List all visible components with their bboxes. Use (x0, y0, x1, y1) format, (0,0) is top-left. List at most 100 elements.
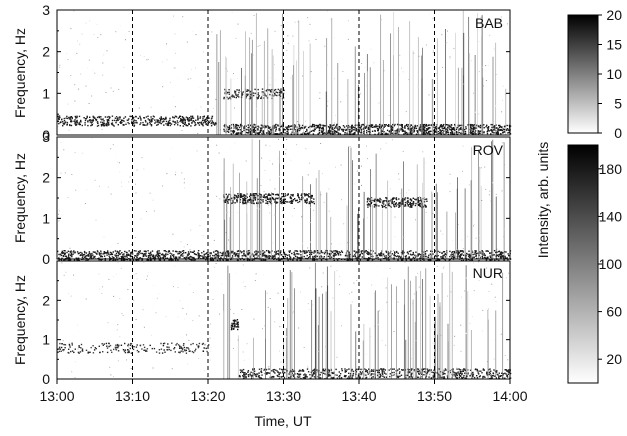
spectro-pixel-bab-1 (395, 132, 397, 135)
spectro-pixel-nur-2 (273, 368, 275, 371)
spectro-pixel-rov-1 (249, 199, 252, 201)
spectro-pixel-rov-0 (67, 250, 70, 252)
spectro-pixel-rov-0 (231, 250, 233, 253)
spectro-pixel-bab-1 (439, 129, 441, 132)
spectro-noise-rov (186, 244, 188, 246)
spectro-pixel-nur-2 (309, 377, 311, 379)
spectro-pixel-rov-0 (384, 257, 386, 259)
spectro-pixel-bab-1 (442, 127, 444, 130)
spectro-pixel-bab-0 (125, 123, 127, 125)
spectro-noise-bab (364, 123, 366, 125)
spectro-pixel-bab-1 (498, 124, 501, 127)
spectro-pixel-bab-1 (430, 124, 432, 127)
spectro-pixel-rov-0 (246, 252, 248, 255)
spectro-pixel-bab-1 (470, 132, 472, 134)
spectro-pixel-rov-0 (296, 253, 298, 255)
spectro-pixel-bab-1 (456, 126, 458, 129)
spectro-pixel-rov-0 (144, 254, 147, 256)
spectro-pixel-bab-1 (498, 126, 501, 129)
spectro-pixel-rov-1 (277, 197, 279, 200)
spectro-pixel-bab-0 (157, 119, 159, 121)
spectro-pixel-bab-1 (296, 133, 299, 135)
spectro-noise-rov (84, 203, 86, 204)
spectro-pixel-nur-0 (71, 342, 73, 344)
spectro-noise-bab (326, 10, 328, 12)
spectro-pixel-bab-1 (287, 132, 289, 134)
spectro-noise-rov (495, 193, 497, 195)
spectro-pixel-rov-0 (394, 251, 396, 253)
spectro-noise-bab (292, 35, 294, 37)
spectro-noise-bab (78, 88, 80, 90)
spectro-pixel-rov-0 (288, 254, 290, 256)
spectro-pixel-nur-2 (306, 376, 308, 378)
spectro-pixel-rov-0 (473, 256, 475, 258)
spectro-pixel-bab-1 (278, 128, 280, 130)
spectro-pixel-rov-0 (73, 250, 75, 252)
spectro-pixel-rov-0 (255, 252, 258, 255)
spectro-pixel-rov-0 (94, 251, 96, 253)
spectro-noise-rov (368, 205, 370, 207)
spectro-pixel-nur-2 (493, 369, 495, 371)
spectro-pixel-nur-2 (258, 375, 261, 377)
spectro-pixel-rov-1 (292, 195, 294, 197)
spectro-pixel-bab-1 (494, 127, 496, 130)
spectro-pixel-rov-0 (201, 255, 203, 257)
spectro-noise-rov (183, 254, 185, 256)
spectro-pixel-rov-0 (83, 256, 86, 258)
spectro-pixel-rov-2 (404, 201, 407, 204)
spectro-pixel-bab-1 (478, 132, 480, 134)
spectro-noise-bab (453, 47, 455, 49)
spectro-pixel-nur-2 (378, 376, 381, 378)
spectro-pixel-rov-0 (482, 251, 484, 253)
spectro-pixel-nur-0 (158, 349, 161, 351)
spectro-pixel-rov-0 (437, 254, 439, 257)
spectro-pixel-nur-0 (176, 342, 178, 345)
spectro-pixel-rov-0 (265, 254, 268, 257)
spectro-pixel-bab-1 (273, 126, 275, 129)
spectro-noise-bab (478, 40, 480, 42)
spectro-pixel-rov-0 (173, 256, 175, 258)
spectro-pixel-nur-1 (230, 324, 233, 326)
spectro-pixel-nur-2 (341, 368, 343, 370)
spectro-pixel-nur-2 (488, 373, 490, 376)
spectro-pixel-nur-2 (454, 372, 456, 374)
spectro-pixel-rov-0 (475, 250, 477, 252)
spectro-pixel-bab-0 (78, 122, 80, 124)
spectro-pixel-bab-0 (169, 117, 171, 120)
spectro-pixel-nur-0 (57, 351, 59, 353)
spectro-pixel-rov-1 (250, 202, 252, 204)
spectro-pixel-rov-1 (306, 201, 308, 203)
spectro-pixel-rov-0 (269, 251, 271, 253)
spectro-noise-bab (342, 71, 344, 72)
spectro-pixel-bab-1 (338, 129, 340, 131)
spectro-pixel-bab-0 (75, 117, 77, 119)
spectro-pixel-bab-1 (223, 125, 225, 127)
spectro-pixel-bab-0 (84, 118, 87, 120)
spectro-pixel-bab-1 (389, 130, 391, 132)
spectro-pixel-bab-0 (150, 125, 153, 127)
spectro-pixel-rov-0 (278, 259, 280, 261)
spectro-noise-bab (432, 49, 434, 51)
spectro-pixel-bab-1 (414, 126, 417, 128)
spectro-pixel-bab-1 (371, 130, 374, 132)
spectro-pixel-rov-0 (484, 257, 486, 259)
spectro-pixel-nur-2 (482, 369, 484, 371)
spectro-pixel-rov-1 (269, 194, 272, 196)
spectro-pixel-rov-0 (170, 253, 173, 255)
spectro-pixel-rov-1 (260, 198, 262, 201)
spectro-pixel-rov-0 (212, 259, 214, 261)
spectro-pixel-bab-1 (500, 129, 502, 131)
spectro-pixel-bab-1 (474, 130, 477, 132)
spectro-pixel-rov-0 (277, 253, 280, 255)
spectro-pixel-bab-1 (280, 132, 283, 134)
spectro-pixel-rov-0 (361, 250, 363, 252)
spectro-pixel-rov-1 (252, 195, 255, 197)
spectro-pixel-nur-2 (338, 371, 340, 373)
spectro-pixel-bab-0 (189, 119, 191, 122)
spectro-pixel-bab-1 (447, 124, 449, 126)
spectro-pixel-rov-0 (122, 253, 124, 256)
spectro-pixel-rov-0 (506, 257, 508, 259)
spectro-pixel-bab-0 (167, 121, 170, 124)
spectro-pixel-rov-0 (434, 250, 437, 252)
spectro-pixel-rov-0 (237, 254, 240, 257)
